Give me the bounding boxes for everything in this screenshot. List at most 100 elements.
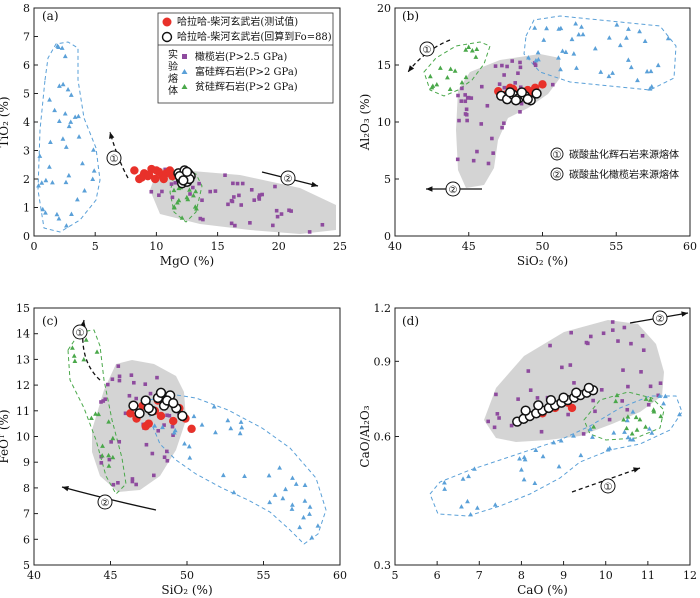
peridotite-point (155, 375, 159, 380)
peridotite-point (103, 397, 107, 402)
si-pyroxenite-point (522, 457, 528, 462)
peridotite-point (560, 365, 564, 370)
si-pyroxenite-point (59, 45, 65, 50)
y-tick-label: 4 (23, 116, 30, 129)
peridotite-point (200, 198, 204, 203)
si-pyroxenite-point (642, 38, 648, 44)
y-tick-label: 0.3 (374, 559, 392, 572)
peridotite-point (486, 161, 491, 166)
si-pyroxenite-point (624, 35, 629, 40)
peridotite-point (109, 440, 113, 444)
si-pyroxenite-point (533, 58, 539, 63)
si-pyroxenite-point (171, 430, 177, 435)
si-pyroxenite-point (238, 419, 244, 424)
sp-pyroxenite-point (179, 215, 185, 220)
si-pyroxenite-point (63, 144, 69, 149)
si-pyroxenite-point (492, 502, 498, 507)
peridotite-point (231, 181, 235, 186)
si-pyroxenite-point (607, 445, 613, 451)
sp-pyroxenite-point (171, 204, 177, 209)
peridotite-point (516, 71, 520, 76)
y-axis-label: FeOᵀ (%) (0, 409, 11, 463)
sp-pyroxenite-point (437, 65, 443, 70)
peridotite-point (620, 399, 625, 403)
peridotite-point (479, 122, 484, 126)
si-pyroxenite-point (187, 455, 193, 460)
si-pyroxenite-point (40, 206, 46, 212)
si-pyroxenite-point (62, 53, 68, 59)
si-pyroxenite-point (468, 511, 473, 517)
recalculated-basalt-point (178, 175, 189, 186)
si-pyroxenite-point (56, 118, 62, 124)
peridotite-point (491, 151, 495, 155)
peridotite-point (502, 121, 506, 126)
si-pyroxenite-point (199, 422, 205, 427)
peridotite-point (129, 373, 134, 377)
y-tick-label: 0 (23, 230, 30, 243)
annotation-two-label: ② (284, 174, 293, 185)
legend-b-one-label: 碳酸盐化辉石岩来源熔体 (569, 148, 679, 161)
peridotite-point (223, 173, 227, 177)
y-tick-label: 5 (384, 173, 391, 186)
peridotite-point (568, 363, 573, 367)
sp-pyroxenite-point (434, 81, 440, 87)
si-pyroxenite-point (532, 25, 538, 30)
annotation-one-marker (106, 150, 122, 166)
y-tick-label: 7 (23, 508, 30, 521)
peridotite-point (492, 425, 497, 430)
panel-b: 40 45 50 55 60 0 5 10 15 20 SiO₂ (%) Al₂O₃ (%) (b) ① ② (358, 2, 697, 268)
x-tick-label: 12 (683, 569, 697, 582)
si-pyroxenite-point (37, 153, 43, 158)
peridotite-point (307, 230, 312, 234)
y-tick-label: 7 (23, 31, 30, 44)
si-pyroxenite-field (523, 15, 677, 91)
si-pyroxenite-point (560, 48, 565, 53)
peridotite-point (463, 93, 467, 97)
si-pyroxenite-point (606, 35, 612, 40)
si-pyroxenite-point (172, 427, 178, 433)
measured-basalt-point (156, 411, 166, 421)
peridotite-point (584, 340, 589, 345)
sp-pyroxenite-point (184, 194, 190, 200)
si-pyroxenite-point (90, 176, 96, 181)
x-tick-label: 6 (434, 569, 441, 582)
measured-basalt-point (126, 409, 135, 418)
annotation-one-marker (600, 478, 616, 494)
si-pyroxenite-point (231, 489, 237, 495)
si-pyroxenite-point (517, 456, 522, 461)
si-pyroxenite-point (592, 46, 598, 51)
peridotite-point (160, 189, 164, 194)
y-tick-label: 6 (23, 533, 30, 546)
si-pyroxenite-point (74, 197, 80, 202)
peridotite-point (152, 473, 156, 478)
y-tick-label: 13 (16, 353, 30, 366)
y-axis-label: Al₂O₃ (%) (358, 94, 372, 152)
peridotite-point (110, 377, 115, 382)
peridotite-point (320, 222, 325, 227)
recalculated-basalt-point (143, 403, 154, 414)
legend-peridotite-label: 橄榄岩(P>2.5 GPa) (195, 50, 287, 63)
si-pyroxenite-point (289, 502, 295, 507)
sp-pyroxenite-point (463, 47, 469, 52)
peridotite-point (475, 149, 479, 154)
y-tick-label: 6 (23, 59, 30, 72)
si-pyroxenite-point (576, 31, 582, 37)
peridotite-point (469, 96, 474, 100)
plot-frame (33, 307, 341, 566)
si-pyroxenite-point (662, 393, 668, 399)
y-tick-label: 12 (16, 379, 30, 392)
annotation-one-marker (419, 41, 435, 57)
x-tick-label: 45 (462, 240, 476, 253)
si-pyroxenite-point (460, 476, 466, 481)
x-tick-label: 55 (609, 240, 623, 253)
legend-si-pyroxenite-label: 富硅辉石岩(P>2 GPa) (195, 65, 298, 78)
trend-two-arrowhead (426, 186, 433, 192)
sp-pyroxenite-point (99, 453, 105, 458)
si-pyroxenite-point (644, 68, 650, 74)
sp-pyroxenite-point (466, 44, 472, 49)
sp-pyroxenite-point (81, 356, 87, 362)
x-axis-label: SiO₂ (%) (161, 583, 212, 597)
y-tick-label: 8 (23, 2, 30, 15)
peridotite-point (539, 429, 544, 434)
